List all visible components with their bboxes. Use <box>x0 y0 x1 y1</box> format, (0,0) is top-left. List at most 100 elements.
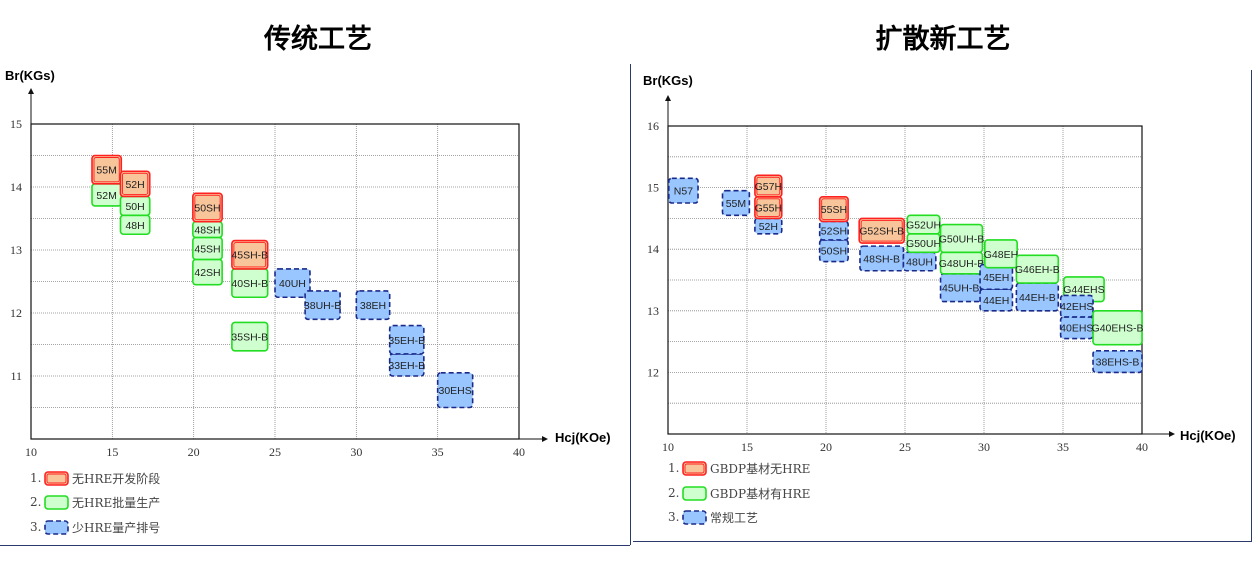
grade-label: 33EH-B <box>388 360 425 372</box>
grade-box-shape <box>1059 316 1094 340</box>
legend-swatch <box>682 486 707 501</box>
grade-label: 45SH <box>194 243 220 255</box>
y-axis-arrow-icon <box>28 88 34 94</box>
grade-label: G50UH <box>906 238 941 250</box>
legend-swatch <box>682 510 707 525</box>
grade-label: G48EH <box>984 249 1018 261</box>
grade-label: 48SH <box>194 225 220 237</box>
grade-box-shape <box>192 192 223 223</box>
y-tick-label: 14 <box>647 242 659 256</box>
grade-box-30ehs: 30EHS <box>436 372 474 409</box>
grade-box-shape <box>231 239 269 270</box>
legend-swatch <box>44 495 69 510</box>
legend-item-prod: 2. 无HRE批量生产 <box>30 495 160 510</box>
grade-box-shape <box>91 154 123 185</box>
grade-box-shape <box>274 268 311 299</box>
grade-box-g50uh: G50UH <box>906 233 941 254</box>
grade-label: 38UH-B <box>304 300 341 312</box>
grade-box-45uh-b: 45UH-B <box>939 273 982 303</box>
grade-box-38eh: 38EH <box>355 290 391 321</box>
grade-box-shape-inner <box>860 219 903 242</box>
x-tick-label: 20 <box>188 445 200 459</box>
grade-label: G52SH-B <box>859 226 904 238</box>
grade-box-40ehs: 40EHS <box>1059 316 1094 340</box>
legend-item-dev: 1. 无HRE开发阶段 <box>30 471 160 486</box>
y-axis-arrow-icon <box>665 95 671 101</box>
legend-item-dev: 1. GBDP基材无HRE <box>668 461 810 476</box>
x-tick-label: 30 <box>350 445 362 459</box>
legend-number: 3. <box>668 510 679 524</box>
grade-box-42sh: 42SH <box>192 258 223 286</box>
grade-label: 35EH-B <box>388 335 425 347</box>
x-axis-arrow-icon <box>1169 431 1175 437</box>
grade-box-g52uh: G52UH <box>906 214 941 235</box>
grade-box-g57h: G57H <box>754 174 783 198</box>
legend-label: GBDP基材无HRE <box>710 462 810 476</box>
y-tick-label: 13 <box>647 304 659 318</box>
y-tick-label: 15 <box>10 117 22 131</box>
grade-label: 42EHS <box>1060 301 1093 313</box>
grade-box-shape <box>939 223 984 254</box>
x-tick-label: 25 <box>899 440 911 454</box>
grade-label: 55M <box>96 165 116 177</box>
grade-label: 50SH <box>821 246 847 258</box>
legend-number: 3. <box>30 520 41 534</box>
grade-box-55m: 55M <box>91 154 123 185</box>
grade-label: 52H <box>125 179 144 191</box>
grade-box-40uh: 40UH <box>274 268 311 299</box>
grade-box-g40ehs-b: G40EHS-B <box>1092 309 1143 346</box>
y-tick-label: 12 <box>647 365 659 379</box>
grade-box-shape <box>983 239 1018 269</box>
plot-frame <box>30 123 520 440</box>
chart-title-traditional: 传统工艺 <box>263 23 372 55</box>
grade-box-g48eh: G48EH <box>983 239 1018 269</box>
legend-number: 2. <box>30 495 41 509</box>
grade-label: 52H <box>759 221 778 233</box>
legend-label: 无HRE批量生产 <box>72 495 160 510</box>
grade-box-shape-inner <box>756 198 781 217</box>
x-tick-label: 35 <box>1057 440 1069 454</box>
grade-box-33eh-b: 33EH-B <box>388 353 425 377</box>
grade-box-shape <box>355 290 391 321</box>
grade-label: 50SH <box>194 202 220 214</box>
grade-label: 52SH <box>821 226 847 238</box>
grade-box-55m: 55M <box>721 189 751 217</box>
y-tick-label: 11 <box>10 369 22 383</box>
grade-label: G57H <box>755 181 782 193</box>
plot-frame <box>667 125 1143 435</box>
legend-label: 无HRE开发阶段 <box>72 471 160 486</box>
y-axis-label: Br(KGs) <box>643 73 693 88</box>
grade-label: 40UH <box>279 278 306 290</box>
legend-item-std: 3. 少HRE量产排号 <box>30 520 160 535</box>
grade-box-45sh-b: 45SH-B <box>231 239 269 270</box>
grade-label: G52UH <box>906 220 941 232</box>
grade-box-35eh-b: 35EH-B <box>388 324 425 355</box>
grade-label: 44EH <box>983 295 1009 307</box>
grade-box-38ehs-b: 38EHS-B <box>1092 350 1143 374</box>
grade-label: N57 <box>674 186 693 198</box>
grade-label: 55M <box>726 198 746 210</box>
grade-box-55sh: 55SH <box>818 196 849 223</box>
grade-label: 55SH <box>821 204 847 216</box>
legend-swatch <box>44 471 69 486</box>
grade-box-48h: 48H <box>119 214 151 236</box>
grade-box-52sh: 52SH <box>818 220 849 241</box>
grade-box-40sh-b: 40SH-B <box>231 268 269 299</box>
grade-box-50sh: 50SH <box>192 192 223 223</box>
y-axis-label: Br(KGs) <box>5 68 55 83</box>
grade-box-shape <box>119 170 151 198</box>
grade-box-shape <box>858 217 906 244</box>
legend-swatch-inner <box>46 473 67 484</box>
grade-label: G50UH-B <box>939 233 985 245</box>
grade-box-45eh: 45EH <box>979 263 1014 291</box>
y-tick-label: 13 <box>10 243 22 257</box>
grade-box-50sh: 50SH <box>818 239 849 263</box>
grade-box-shape <box>902 251 937 272</box>
grade-box-shape <box>1092 309 1143 346</box>
grade-label: 52M <box>96 190 116 202</box>
grade-box-48sh: 48SH <box>192 220 223 239</box>
x-tick-label: 20 <box>820 440 832 454</box>
legend-number: 2. <box>668 486 679 500</box>
x-axis-label: Hcj(KOe) <box>1180 428 1236 443</box>
